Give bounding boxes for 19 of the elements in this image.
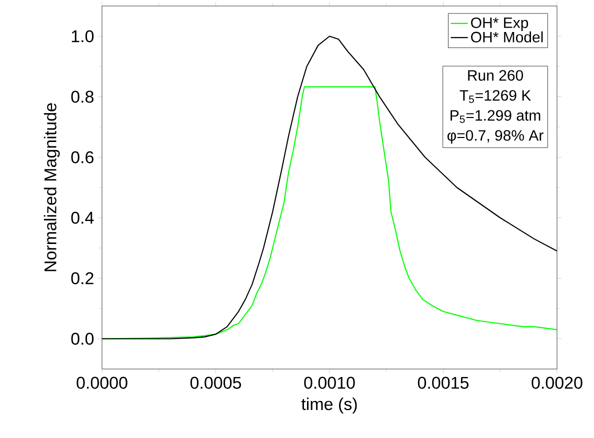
y-tick-label: 0.4 [71,212,94,224]
annotation: φ=0.7, 98% Ar [447,130,544,144]
x-tick-label: 0.0010 [304,376,355,389]
legend-label: OH* Exp [471,17,528,32]
y-tick-label: 0.0 [71,332,94,345]
x-tick-label: 0.0015 [418,376,469,389]
y-tick-label: 0.6 [71,151,94,164]
legend-label: OH* Model [471,31,543,42]
annotation: P$_{5}$=1.299 atm [450,110,540,123]
y-tick-label: 0.8 [71,90,94,103]
annotation: T$_{5}$=1269 K [460,90,531,103]
y-tick-label: 1.0 [72,30,94,42]
annotation: Run 260 [468,70,524,81]
x-tick-label: 0.0005 [190,376,242,389]
x-axis-title: time (s) [301,398,357,414]
x-tick-label: 0.0020 [532,376,582,389]
y-tick-label: 0.2 [71,272,94,284]
x-tick-label: 0.0000 [76,376,128,389]
y-axis-title: Normalized Magnitude [44,103,60,272]
